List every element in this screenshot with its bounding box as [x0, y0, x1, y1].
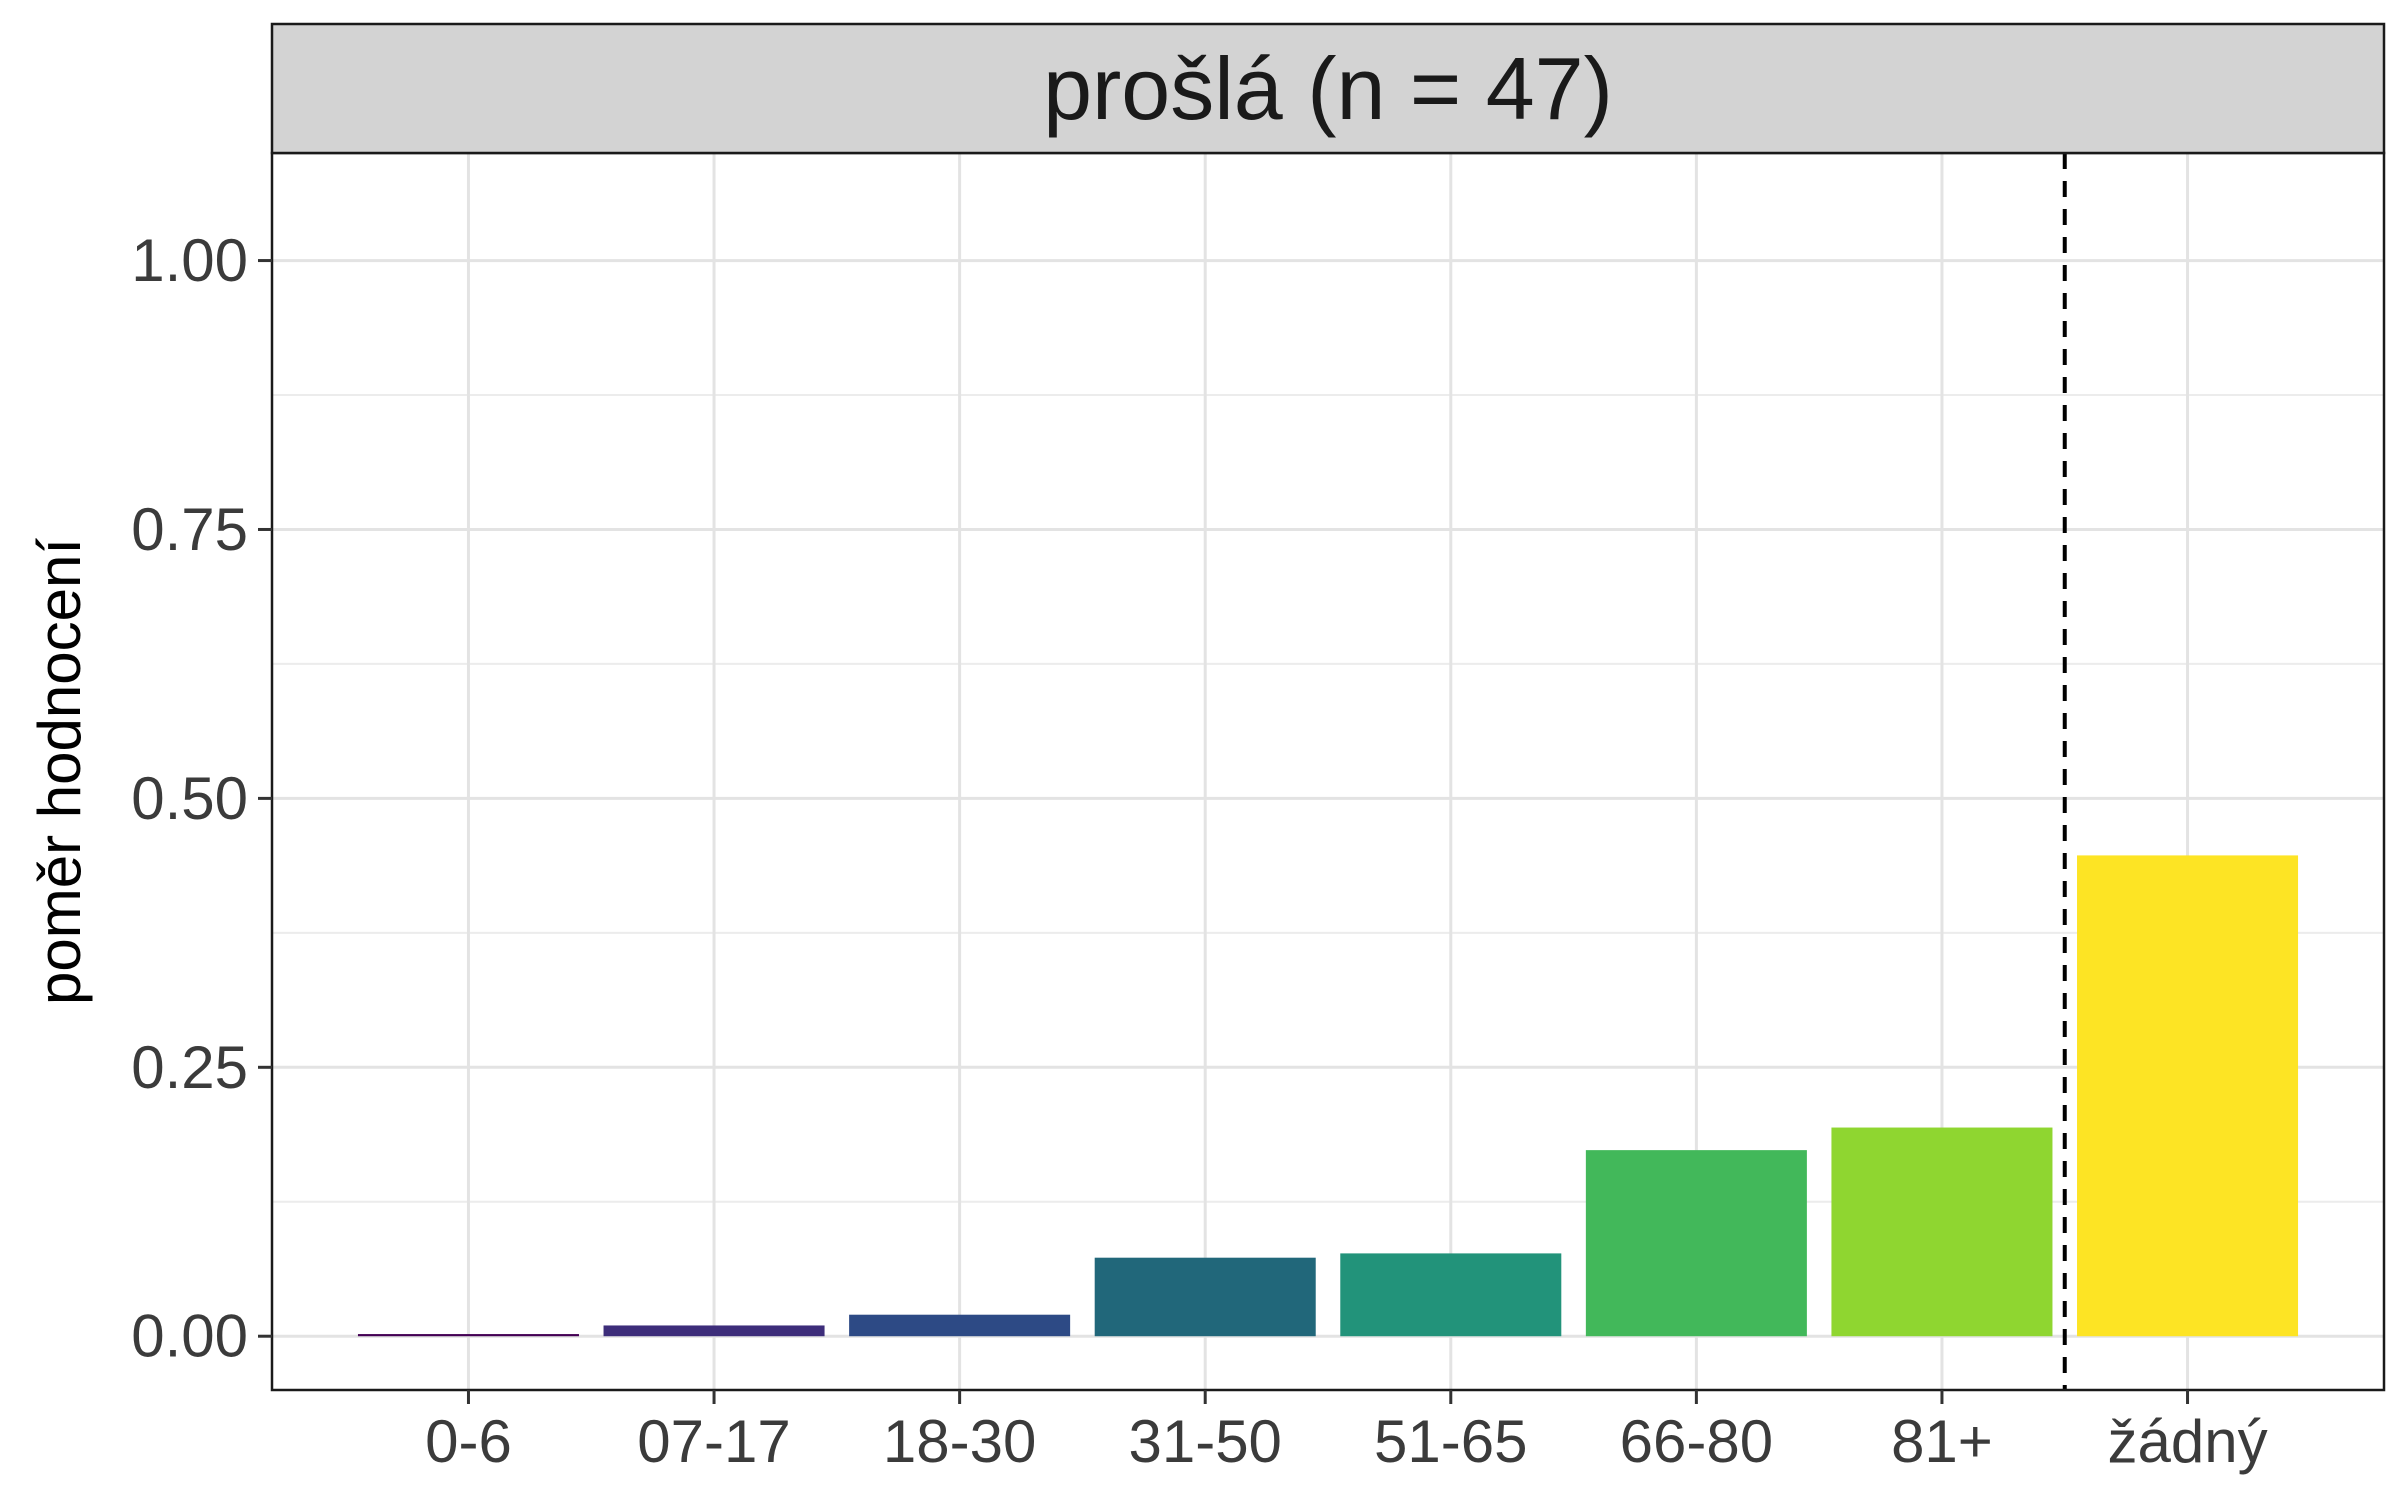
- bar-07-17: [603, 1325, 825, 1337]
- bar-31-50: [1094, 1257, 1316, 1337]
- x-axis: 0-6 07-17 18-30 31-50 51-65 66-80 81+ žádný: [425, 1390, 2268, 1475]
- grid-lines: [272, 153, 2384, 1390]
- y-axis: 0.00 0.25 0.50 0.75 1.00: [131, 227, 272, 1370]
- x-tick-label: žádný: [2107, 1408, 2267, 1475]
- y-tick-label: 0.25: [131, 1034, 248, 1101]
- x-tick-label: 0-6: [425, 1408, 512, 1475]
- y-axis-title: poměr hodnocení: [26, 538, 93, 1005]
- bar-81+: [1831, 1127, 2053, 1337]
- bars: [357, 855, 2299, 1337]
- bar-0-6: [357, 1334, 579, 1337]
- bar-66-80: [1585, 1150, 1807, 1337]
- y-tick-label: 0.75: [131, 496, 248, 563]
- bar-žádný: [2077, 855, 2299, 1337]
- facet-strip: [270, 22, 2386, 155]
- y-tick-label: 0.50: [131, 765, 248, 832]
- x-tick-label: 31-50: [1128, 1408, 1281, 1475]
- y-tick-label: 1.00: [131, 227, 248, 294]
- y-tick-label: 0.00: [131, 1303, 248, 1370]
- x-tick-label: 81+: [1891, 1408, 1993, 1475]
- x-tick-label: 51-65: [1374, 1408, 1527, 1475]
- x-tick-label: 66-80: [1620, 1408, 1773, 1475]
- bar-18-30: [849, 1314, 1071, 1337]
- x-tick-label: 07-17: [637, 1408, 790, 1475]
- bar-51-65: [1340, 1253, 1562, 1337]
- facet-title: prošlá (n = 47): [1043, 39, 1613, 138]
- x-tick-label: 18-30: [883, 1408, 1036, 1475]
